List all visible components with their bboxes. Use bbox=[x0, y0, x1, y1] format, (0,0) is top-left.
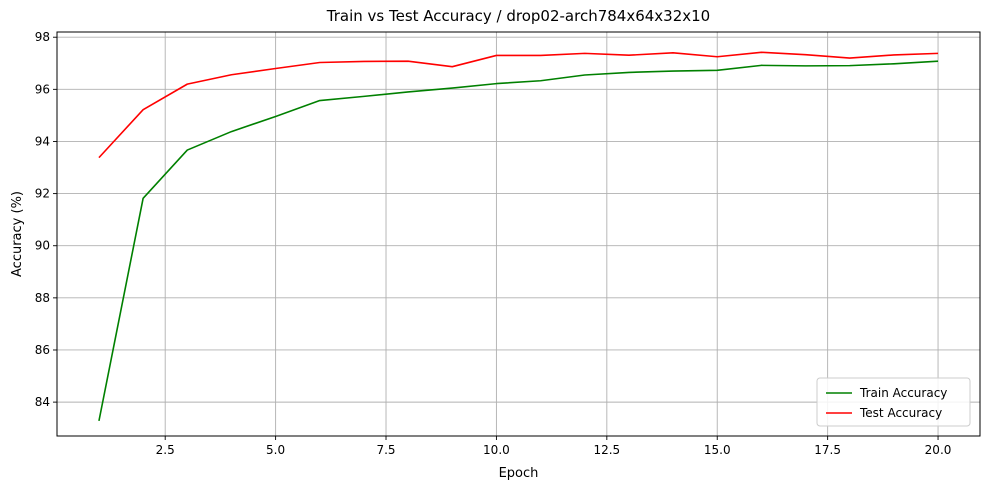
x-tick-label: 15.0 bbox=[704, 443, 731, 457]
series-line-train-accuracy bbox=[98, 60, 939, 422]
y-axis-ticks: 84 86 88 90 92 94 96 98 bbox=[35, 30, 57, 409]
series-line-test-accuracy bbox=[98, 51, 939, 159]
legend: Train Accuracy Test Accuracy bbox=[816, 377, 971, 427]
x-axis-ticks: 2.5 5.0 7.5 10.0 12.5 15.0 17.5 20.0 bbox=[156, 436, 952, 457]
legend-label: Train Accuracy bbox=[859, 386, 947, 400]
y-tick-label: 84 bbox=[35, 395, 50, 409]
y-tick-label: 90 bbox=[35, 239, 50, 253]
x-tick-label: 12.5 bbox=[593, 443, 620, 457]
x-axis-label: Epoch bbox=[499, 466, 539, 481]
y-tick-label: 86 bbox=[35, 343, 50, 357]
x-tick-label: 17.5 bbox=[814, 443, 841, 457]
x-tick-label: 7.5 bbox=[376, 443, 395, 457]
y-tick-label: 94 bbox=[35, 134, 50, 148]
legend-label: Test Accuracy bbox=[859, 406, 942, 420]
y-tick-label: 96 bbox=[35, 82, 50, 96]
y-axis-label: Accuracy (%) bbox=[10, 191, 25, 277]
grid-lines bbox=[57, 32, 980, 436]
chart-title: Train vs Test Accuracy / drop02-arch784x… bbox=[326, 7, 710, 25]
y-tick-label: 98 bbox=[35, 30, 50, 44]
x-tick-label: 10.0 bbox=[483, 443, 510, 457]
legend-box bbox=[816, 377, 971, 427]
x-tick-label: 5.0 bbox=[266, 443, 285, 457]
plot-area-frame bbox=[56, 31, 981, 437]
y-tick-label: 92 bbox=[35, 187, 50, 201]
x-tick-label: 20.0 bbox=[925, 443, 952, 457]
y-tick-label: 88 bbox=[35, 291, 50, 305]
x-tick-label: 2.5 bbox=[156, 443, 175, 457]
series-layer bbox=[98, 51, 939, 422]
